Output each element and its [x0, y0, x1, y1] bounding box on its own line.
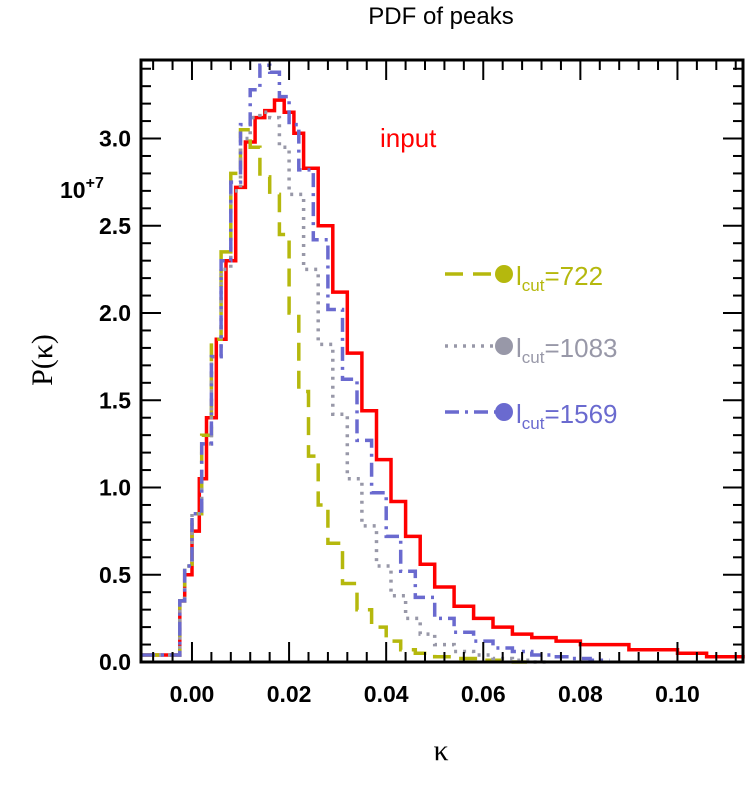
legend-label: lcut=1083	[516, 333, 618, 367]
series-line-2	[141, 110, 552, 664]
legend-entry-1: lcut=722	[445, 261, 603, 295]
legend-label-sub: cut	[522, 276, 545, 295]
y-scale-label: 10+7	[60, 175, 104, 203]
plot-frame	[139, 58, 745, 664]
x-tick-label: 0.10	[655, 681, 700, 707]
x-tick-label: 0.06	[461, 681, 506, 707]
series-line-0	[141, 98, 745, 659]
x-axis-label: κ	[433, 734, 448, 767]
legend-label-value: =1083	[544, 333, 617, 363]
y-scale-base: 10	[60, 177, 86, 203]
y-tick-label: 1.5	[99, 387, 131, 413]
legend-marker	[495, 337, 513, 355]
legend-label-main: l	[516, 399, 522, 429]
y-tick-label: 2.0	[99, 300, 131, 326]
legend-label-sub: cut	[522, 348, 545, 367]
legend-label-main: l	[516, 333, 522, 363]
y-tick-label: 0.5	[99, 562, 131, 588]
y-tick-label: 3.0	[99, 126, 131, 152]
y-axis-label-symbol: κ	[26, 344, 59, 359]
input-annotation: input	[380, 123, 437, 153]
y-tick-label: 0.0	[99, 649, 131, 675]
legend-label: lcut=1569	[516, 399, 618, 433]
y-axis-label-suffix: )	[26, 334, 59, 344]
y-tick-label: 1.0	[99, 475, 131, 501]
legend-label-value: =1569	[544, 399, 617, 429]
legend-marker	[495, 265, 513, 283]
y-axis-label: P(κ)	[26, 334, 59, 386]
legend-entry-2: lcut=1083	[445, 333, 618, 367]
y-axis-label-prefix: P(	[26, 359, 59, 386]
x-tick-label: 0.04	[364, 681, 409, 707]
x-tick-label: 0.02	[267, 681, 312, 707]
legend-label-main: l	[516, 261, 522, 291]
chart-title: PDF of peaks	[368, 3, 513, 30]
series-line-1	[141, 128, 527, 664]
x-tick-label: 0.08	[558, 681, 603, 707]
series-line-3	[141, 63, 610, 663]
x-tick-label: 0.00	[170, 681, 215, 707]
legend-entry-3: lcut=1569	[445, 399, 618, 433]
legend-marker	[495, 403, 513, 421]
legend-label-value: =722	[544, 261, 603, 291]
y-tick-label: 2.5	[99, 213, 131, 239]
legend-label: lcut=722	[516, 261, 603, 295]
y-scale-exponent: +7	[86, 175, 104, 192]
legend-label-sub: cut	[522, 414, 545, 433]
